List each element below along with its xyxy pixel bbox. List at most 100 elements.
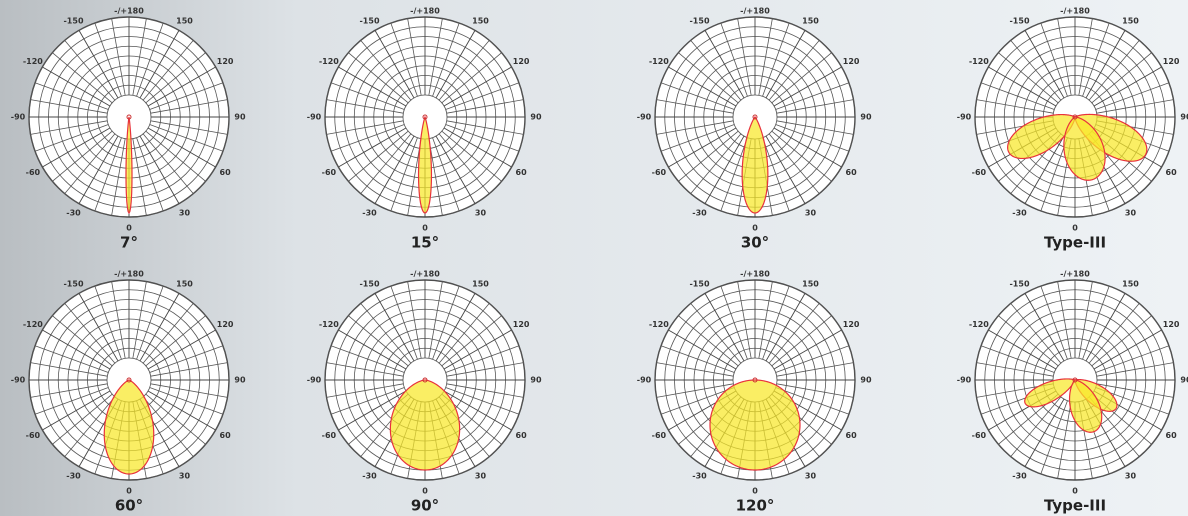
grid-spoke [976, 362, 1054, 377]
grid-spoke [1093, 66, 1162, 107]
theta-tick-label: 120 [1163, 57, 1180, 66]
grid-spoke [147, 390, 216, 431]
grid-spoke [1024, 30, 1065, 99]
grid-spoke [30, 383, 108, 398]
chart-title: 60° [115, 497, 143, 515]
grid-spoke [42, 329, 111, 370]
theta-tick-label: 30 [1125, 209, 1137, 218]
grid-spoke [360, 40, 412, 101]
grid-spoke [150, 120, 228, 135]
grid-spoke [773, 66, 842, 107]
grid-spoke [1057, 281, 1072, 359]
theta-tick-label: -120 [23, 320, 43, 329]
grid-spoke [330, 124, 405, 152]
theta-tick-label: 120 [217, 320, 234, 329]
theta-tick-label: -60 [652, 168, 667, 177]
grid-spoke [132, 138, 147, 216]
grid-spoke [441, 130, 502, 182]
origin [752, 114, 758, 120]
grid-spoke [34, 82, 109, 110]
chart-title: Type-III [1044, 497, 1106, 515]
theta-tick-label: 90 [860, 113, 872, 122]
grid-spoke [980, 82, 1055, 110]
grid-spoke [668, 66, 737, 107]
grid-spoke [1024, 293, 1065, 362]
grid-spoke [678, 315, 739, 367]
theta-tick-label: -/+180 [1060, 7, 1090, 16]
grid-spoke [338, 127, 407, 168]
theta-tick-label: 120 [513, 57, 530, 66]
grid-spoke [326, 383, 404, 398]
grid-spoke [147, 66, 216, 107]
grid-spoke [668, 127, 737, 168]
grid-spoke [94, 285, 122, 360]
theta-tick-label: 150 [802, 279, 819, 288]
theta-tick-label: -/+180 [410, 7, 440, 16]
chart-title: 7° [120, 234, 138, 252]
grid-spoke [147, 329, 216, 370]
theta-tick-label: -120 [969, 320, 989, 329]
grid-spoke [656, 99, 734, 114]
grid-spoke [52, 393, 113, 445]
grid-spoke [668, 329, 737, 370]
grid-spoke [150, 362, 228, 377]
theta-tick-label: 0 [1072, 487, 1078, 496]
grid-spoke [435, 135, 476, 204]
theta-tick-label: 150 [1122, 279, 1139, 288]
grid-spoke [762, 285, 790, 360]
grid-spoke [771, 52, 832, 104]
theta-tick-label: -30 [1012, 472, 1027, 481]
grid-spoke [775, 345, 850, 373]
theta-tick-label: 30 [475, 209, 487, 218]
grid-spoke [52, 52, 113, 104]
origin [126, 377, 132, 383]
theta-tick-label: -60 [26, 168, 41, 177]
theta-tick-label: -150 [689, 16, 709, 25]
grid-spoke [775, 387, 850, 415]
grid-spoke [42, 390, 111, 431]
theta-tick-label: 0 [422, 487, 428, 496]
grid-spoke [765, 135, 806, 204]
theta-tick-label: 60 [516, 431, 528, 440]
grid-spoke [142, 396, 194, 457]
theta-tick-label: -150 [359, 16, 379, 25]
grid-spoke [976, 99, 1054, 114]
theta-tick-label: 90 [530, 376, 542, 385]
theta-tick-label: -150 [63, 279, 83, 288]
theta-tick-label: -/+180 [1060, 270, 1090, 279]
grid-spoke [775, 82, 850, 110]
beam-lobe [709, 379, 801, 471]
grid-spoke [374, 135, 415, 204]
grid-spoke [145, 393, 206, 445]
grid-spoke [145, 315, 206, 367]
origin [422, 377, 428, 383]
theta-tick-label: -90 [307, 113, 322, 122]
grid-spoke [660, 124, 735, 152]
grid-spoke [145, 130, 206, 182]
theta-tick-label: 120 [217, 57, 234, 66]
grid-spoke [445, 387, 520, 415]
origin [1072, 114, 1078, 120]
theta-tick-label: -30 [692, 472, 707, 481]
origin [752, 377, 758, 383]
theta-tick-label: -90 [307, 376, 322, 385]
grid-spoke [720, 285, 748, 360]
theta-tick-label: -120 [319, 57, 339, 66]
grid-spoke [660, 82, 735, 110]
grid-spoke [704, 293, 745, 362]
grid-spoke [762, 137, 790, 212]
grid-spoke [445, 345, 520, 373]
theta-tick-label: 0 [126, 487, 132, 496]
theta-tick-label: 150 [472, 16, 489, 25]
grid-spoke [150, 99, 228, 114]
grid-spoke [443, 66, 512, 107]
theta-tick-label: 0 [126, 224, 132, 233]
grid-spoke [998, 52, 1059, 104]
grid-spoke [446, 383, 524, 398]
chart-title: 90° [411, 497, 439, 515]
theta-tick-label: -30 [1012, 209, 1027, 218]
grid-spoke [1078, 281, 1093, 359]
theta-tick-label: 60 [516, 168, 528, 177]
grid-spoke [1040, 22, 1068, 97]
grid-spoke [435, 30, 476, 99]
